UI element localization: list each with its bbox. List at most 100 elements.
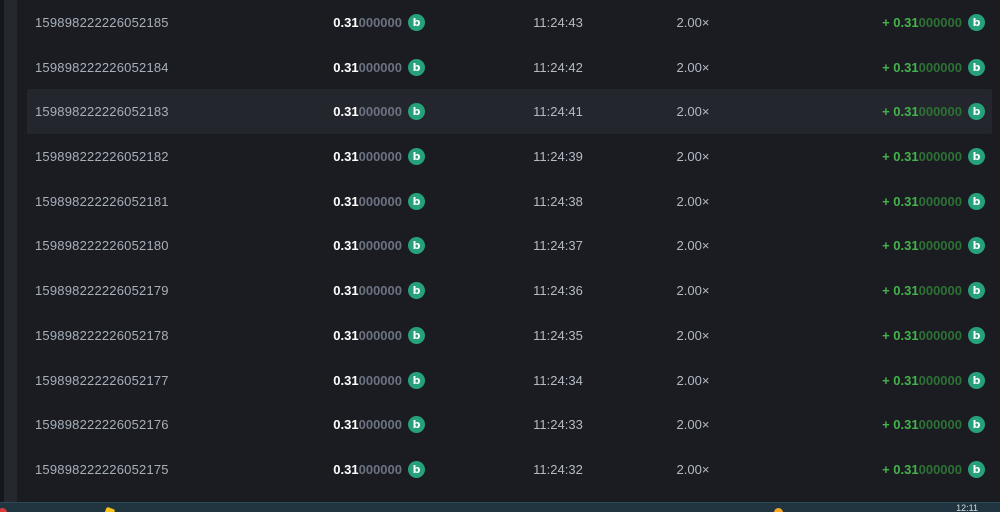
bet-multiplier: 2.00×	[676, 14, 710, 30]
payout-zeros: 000000	[918, 193, 962, 209]
payout-main: + 0.31	[882, 14, 919, 30]
bet-payout: + 0.31 000000 b	[755, 134, 985, 179]
taskbar-app-icon-yellow[interactable]	[103, 506, 116, 512]
coin-icon: b	[968, 326, 985, 344]
payout-zeros: 000000	[918, 14, 962, 30]
table-row[interactable]: 159898222226052181 0.31 000000 b 11:24:38…	[27, 179, 992, 224]
bet-amount-zeros: 000000	[358, 238, 402, 254]
coin-icon: b	[968, 282, 985, 300]
payout-main: + 0.31	[882, 104, 919, 120]
bet-amount: 0.31 000000 b	[307, 358, 425, 403]
bet-amount-zeros: 000000	[358, 14, 402, 30]
bet-amount-main: 0.31	[333, 193, 359, 209]
coin-icon: b	[968, 371, 985, 389]
payout-main: + 0.31	[882, 283, 919, 299]
table-row[interactable]: 159898222226052178 0.31 000000 b 11:24:35…	[27, 313, 992, 358]
bet-multiplier: 2.00×	[676, 417, 710, 433]
bet-amount: 0.31 000000 b	[307, 313, 425, 358]
taskbar-app-icon-red[interactable]	[0, 508, 7, 512]
coin-icon: b	[408, 371, 425, 389]
payout-zeros: 000000	[918, 462, 962, 478]
coin-icon: b	[968, 103, 985, 121]
table-row[interactable]: 159898222226052185 0.31 000000 b 11:24:43…	[27, 0, 992, 45]
table-row[interactable]: 159898222226052182 0.31 000000 b 11:24:39…	[27, 134, 992, 179]
bet-multiplier: 2.00×	[676, 283, 710, 299]
bet-id: 159898222226052182	[35, 149, 169, 165]
payout-main: + 0.31	[882, 327, 919, 343]
payout-main: + 0.31	[882, 149, 919, 165]
bet-multiplier: 2.00×	[676, 327, 710, 343]
bet-multiplier: 2.00×	[676, 462, 710, 478]
bet-id: 159898222226052183	[35, 104, 169, 120]
bet-amount-zeros: 000000	[358, 283, 402, 299]
coin-icon: b	[968, 13, 985, 31]
bet-amount: 0.31 000000 b	[307, 45, 425, 90]
taskbar-app-icon-orange[interactable]	[774, 508, 783, 512]
bet-time: 11:24:43	[533, 14, 583, 30]
table-row[interactable]: 159898222226052184 0.31 000000 b 11:24:42…	[27, 45, 992, 90]
bet-multiplier: 2.00×	[676, 372, 710, 388]
bet-amount: 0.31 000000 b	[307, 447, 425, 492]
bet-amount-zeros: 000000	[358, 59, 402, 75]
bet-multiplier: 2.00×	[676, 104, 710, 120]
bet-amount-main: 0.31	[333, 149, 359, 165]
bet-payout: + 0.31 000000 b	[755, 45, 985, 90]
bet-amount-zeros: 000000	[358, 372, 402, 388]
coin-icon: b	[968, 192, 985, 210]
bet-amount-main: 0.31	[333, 283, 359, 299]
table-row[interactable]: 159898222226052180 0.31 000000 b 11:24:37…	[27, 224, 992, 269]
bet-amount-zeros: 000000	[358, 327, 402, 343]
table-row[interactable]: 159898222226052177 0.31 000000 b 11:24:34…	[27, 358, 992, 403]
coin-icon: b	[408, 103, 425, 121]
coin-icon: b	[408, 282, 425, 300]
bet-time: 11:24:42	[533, 59, 583, 75]
bet-payout: + 0.31 000000 b	[755, 89, 985, 134]
payout-zeros: 000000	[918, 238, 962, 254]
taskbar-clock: 12:11	[956, 503, 978, 512]
bet-id: 159898222226052178	[35, 327, 169, 343]
bet-id: 159898222226052184	[35, 59, 169, 75]
bet-payout: + 0.31 000000 b	[755, 358, 985, 403]
bet-payout: + 0.31 000000 b	[755, 268, 985, 313]
bet-time: 11:24:41	[533, 104, 583, 120]
bet-payout: + 0.31 000000 b	[755, 313, 985, 358]
bet-multiplier: 2.00×	[676, 149, 710, 165]
bet-time: 11:24:34	[533, 372, 583, 388]
table-row[interactable]: 159898222226052175 0.31 000000 b 11:24:32…	[27, 447, 992, 492]
bet-payout: + 0.31 000000 b	[755, 179, 985, 224]
bet-id: 159898222226052180	[35, 238, 169, 254]
coin-icon: b	[408, 237, 425, 255]
coin-icon: b	[408, 148, 425, 166]
bet-amount: 0.31 000000 b	[307, 0, 425, 45]
payout-zeros: 000000	[918, 417, 962, 433]
bet-amount-zeros: 000000	[358, 462, 402, 478]
bet-amount-main: 0.31	[333, 104, 359, 120]
table-row[interactable]: 159898222226052176 0.31 000000 b 11:24:33…	[27, 402, 992, 447]
table-row[interactable]: 159898222226052183 0.31 000000 b 11:24:41…	[27, 89, 992, 135]
bet-payout: + 0.31 000000 b	[755, 402, 985, 447]
coin-icon: b	[408, 326, 425, 344]
coin-icon: b	[968, 237, 985, 255]
bet-amount: 0.31 000000 b	[307, 89, 425, 134]
bet-amount-main: 0.31	[333, 14, 359, 30]
bet-time: 11:24:35	[533, 327, 583, 343]
bet-amount-zeros: 000000	[358, 417, 402, 433]
sidebar-sliver	[4, 0, 17, 502]
bet-multiplier: 2.00×	[676, 193, 710, 209]
coin-icon: b	[408, 13, 425, 31]
table-row[interactable]: 159898222226052179 0.31 000000 b 11:24:36…	[27, 268, 992, 313]
bet-amount-main: 0.31	[333, 417, 359, 433]
payout-zeros: 000000	[918, 327, 962, 343]
coin-icon: b	[408, 192, 425, 210]
bet-amount-zeros: 000000	[358, 104, 402, 120]
payout-main: + 0.31	[882, 193, 919, 209]
coin-icon: b	[408, 58, 425, 76]
bet-amount-main: 0.31	[333, 462, 359, 478]
bet-id: 159898222226052179	[35, 283, 169, 299]
bet-time: 11:24:32	[533, 462, 583, 478]
payout-main: + 0.31	[882, 238, 919, 254]
bet-time: 11:24:39	[533, 149, 583, 165]
payout-zeros: 000000	[918, 283, 962, 299]
taskbar[interactable]: 12:11	[0, 502, 1000, 512]
bet-id: 159898222226052175	[35, 462, 169, 478]
